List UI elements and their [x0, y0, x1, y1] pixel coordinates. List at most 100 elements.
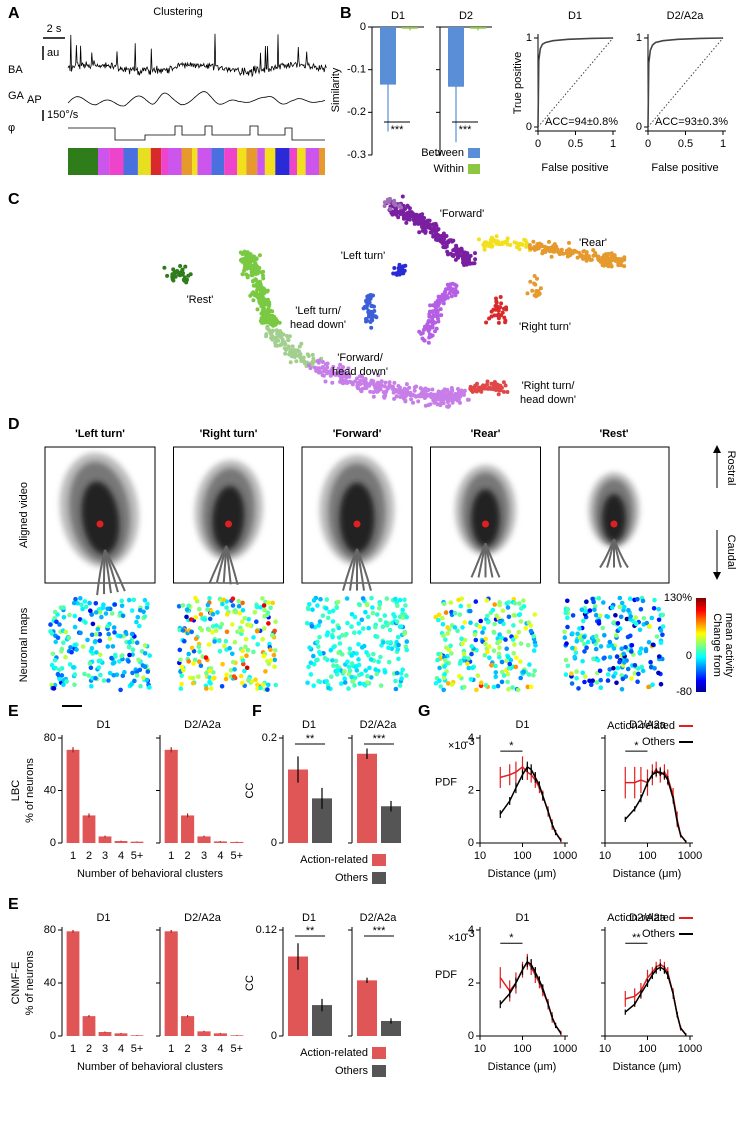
neuron — [272, 664, 277, 669]
neuron — [356, 642, 361, 647]
neuron — [506, 629, 512, 635]
neuron — [179, 673, 184, 679]
neuron — [306, 606, 311, 612]
embedding-point — [435, 309, 440, 314]
x-tick-label: 0.5 — [678, 138, 693, 150]
neuron — [339, 681, 344, 686]
x-tick-label: 4 — [217, 850, 223, 862]
neuron — [262, 614, 267, 619]
neuron — [95, 626, 101, 632]
panel-label: E — [8, 896, 19, 913]
ga-trace — [67, 91, 326, 107]
neuron — [269, 632, 275, 638]
neuron — [382, 670, 388, 675]
neuron — [211, 670, 216, 675]
neuron — [97, 631, 103, 637]
x-tick-label: 100 — [638, 1043, 656, 1055]
embedding-point — [355, 376, 359, 381]
neuron — [328, 648, 334, 653]
y-tick-label: 0 — [271, 1030, 277, 1042]
neuron — [72, 672, 78, 677]
neuron — [213, 628, 219, 633]
embedding-point — [453, 397, 458, 402]
neuron — [89, 612, 94, 617]
neuron — [361, 681, 367, 687]
neuron — [604, 614, 609, 619]
neuron — [368, 657, 374, 662]
neuron — [197, 659, 202, 664]
embedding-point — [257, 253, 262, 258]
neuron — [643, 648, 649, 654]
neuron — [591, 638, 597, 644]
neuron — [307, 645, 312, 650]
neuron — [219, 684, 225, 689]
embedding-point — [489, 309, 494, 314]
embedding-point — [425, 388, 430, 393]
neuron — [506, 614, 512, 620]
neuron — [223, 676, 229, 682]
embedding-point — [403, 212, 408, 216]
neuron — [130, 670, 135, 676]
neuron — [635, 679, 640, 684]
neuron — [573, 650, 579, 656]
animal-body — [602, 494, 626, 542]
embedding-point — [564, 248, 569, 253]
chart-title: D1 — [96, 719, 110, 731]
neuron — [112, 630, 117, 635]
neuron — [609, 605, 615, 610]
neuron — [241, 661, 246, 667]
neuron — [622, 660, 627, 665]
bar — [381, 1020, 401, 1036]
neuron — [605, 672, 611, 677]
neuron — [212, 675, 217, 681]
neuron — [469, 651, 474, 657]
embedding-point — [277, 334, 282, 339]
cluster-bar-segment — [181, 148, 192, 175]
neuron — [351, 650, 356, 656]
embedding-point — [426, 326, 431, 331]
neuron — [468, 608, 473, 614]
neuron — [607, 639, 613, 645]
neuron — [611, 620, 617, 625]
neuron — [57, 676, 62, 682]
cluster-bar-segment — [224, 148, 238, 175]
embedding-point — [308, 366, 313, 371]
embedding-point — [291, 354, 296, 359]
embedding-point — [608, 258, 613, 263]
embedding-point — [437, 298, 442, 303]
x-tick-label: 4 — [118, 850, 124, 862]
neuron — [528, 628, 534, 634]
neuron — [230, 651, 235, 657]
neuron — [563, 672, 569, 677]
embedding-point — [404, 382, 409, 387]
neuron — [72, 682, 77, 688]
neuron — [594, 633, 599, 639]
neuron — [83, 604, 89, 610]
legend-swatch — [372, 1065, 386, 1077]
neuron — [647, 623, 652, 629]
cluster-bar-segment — [264, 148, 276, 175]
embedding-point — [320, 373, 325, 378]
x-tick-label: 1 — [610, 138, 616, 150]
neuron — [107, 636, 113, 642]
embedding-point — [453, 246, 458, 251]
neuron — [615, 621, 621, 626]
cluster-label: 'Forward' — [440, 208, 485, 220]
x-tick-label: 5+ — [231, 850, 244, 862]
neuron — [485, 620, 491, 625]
x-tick-label: 1 — [168, 1043, 174, 1055]
y-tick-label: 0 — [360, 21, 366, 33]
column-title: 'Right turn' — [200, 428, 258, 440]
neuron — [392, 614, 398, 619]
neuron — [600, 625, 605, 631]
neuron — [349, 624, 354, 629]
neuron — [93, 675, 98, 681]
neuron — [224, 605, 229, 610]
chart-title: D1 — [302, 719, 316, 731]
neuron — [386, 645, 391, 651]
x-axis-label: Distance (μm) — [488, 1061, 557, 1073]
neuron — [456, 597, 461, 603]
neuron — [494, 613, 499, 618]
embedding-point — [536, 289, 541, 294]
neuron — [176, 604, 182, 609]
